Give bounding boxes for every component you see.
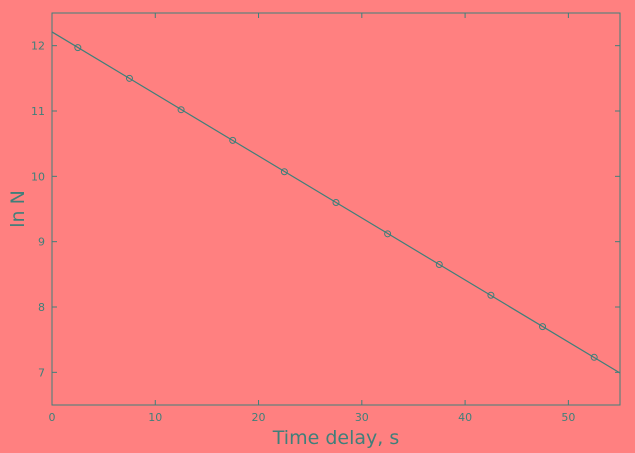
x-axis-title: Time delay, s xyxy=(272,427,399,449)
y-tick-label: 10 xyxy=(31,170,45,183)
y-tick-label: 8 xyxy=(38,301,45,314)
x-tick-label: 30 xyxy=(355,411,369,424)
y-tick-label: 11 xyxy=(31,105,45,118)
data-point xyxy=(125,74,133,82)
marks xyxy=(51,31,621,374)
data-point xyxy=(177,106,185,114)
y-tick-label: 7 xyxy=(38,366,45,379)
x-tick-label: 40 xyxy=(458,411,472,424)
fit-line xyxy=(51,31,621,374)
data-point xyxy=(384,230,392,238)
y-tick-label: 9 xyxy=(38,236,45,249)
data-point xyxy=(539,323,547,331)
data-point xyxy=(590,353,598,361)
data-point xyxy=(435,261,443,269)
data-point xyxy=(229,136,237,144)
x-tick-label: 10 xyxy=(148,411,162,424)
data-point xyxy=(487,291,495,299)
y-tick-label: 12 xyxy=(31,40,45,53)
ticks: 0 10 20 30 40 50 7 8 9 10 11 12 xyxy=(31,13,620,424)
data-point xyxy=(74,44,82,52)
x-tick-label: 20 xyxy=(252,411,266,424)
y-axis-title: ln N xyxy=(7,190,29,228)
data-point xyxy=(332,198,340,206)
plot-frame xyxy=(51,12,621,406)
data-point xyxy=(280,168,288,176)
x-tick-label: 50 xyxy=(561,411,575,424)
x-tick-label: 0 xyxy=(49,411,56,424)
